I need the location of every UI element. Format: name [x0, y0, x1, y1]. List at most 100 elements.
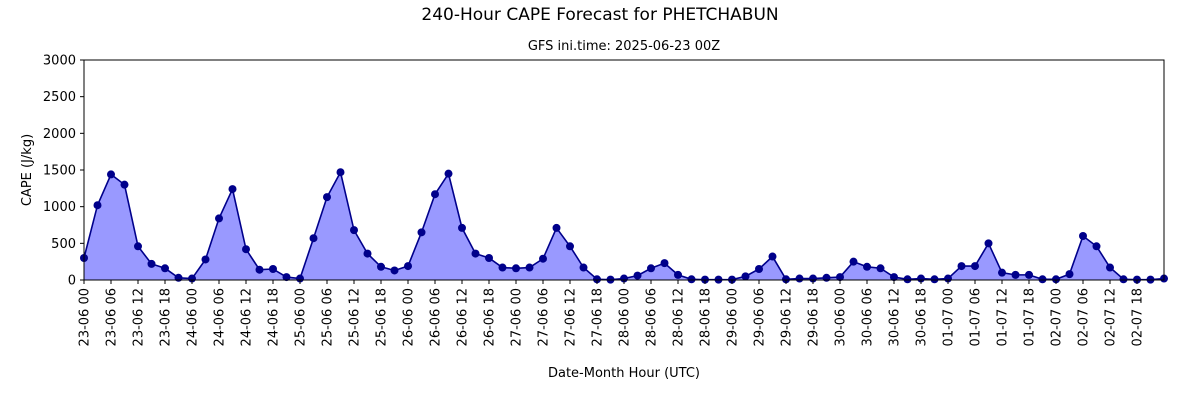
- x-tick-label: 27-06 00: [510, 288, 525, 346]
- data-point: [282, 273, 291, 282]
- data-point: [417, 228, 426, 237]
- data-point: [687, 275, 696, 284]
- x-tick-label: 29-06 12: [780, 288, 795, 346]
- x-tick-label: 26-06 12: [456, 288, 471, 346]
- y-tick-label: 500: [51, 237, 76, 252]
- data-point: [350, 226, 358, 235]
- x-tick-label: 23-06 12: [132, 288, 147, 346]
- data-point: [242, 245, 250, 254]
- data-point: [1119, 275, 1128, 284]
- data-point: [741, 272, 750, 281]
- data-point: [849, 257, 858, 266]
- chart-title: 240-Hour CAPE Forecast for PHETCHABUN: [421, 5, 779, 25]
- data-point: [161, 264, 169, 273]
- y-tick-label: 2000: [43, 127, 76, 142]
- data-point: [647, 264, 655, 273]
- x-tick-label: 26-06 18: [483, 288, 498, 346]
- data-point: [309, 234, 318, 243]
- data-point: [471, 249, 480, 258]
- x-tick-label: 30-06 06: [861, 288, 876, 346]
- data-point: [363, 249, 372, 258]
- x-tick-label: 02-07 06: [1077, 288, 1092, 346]
- data-point: [633, 271, 642, 280]
- data-point: [809, 274, 817, 283]
- data-point: [1079, 232, 1087, 240]
- x-tick-label: 30-06 12: [888, 288, 903, 346]
- x-tick-label: 24-06 12: [240, 288, 255, 346]
- x-tick-label: 25-06 12: [348, 288, 363, 346]
- data-point: [1011, 270, 1020, 279]
- x-tick-label: 01-07 18: [1023, 288, 1038, 346]
- data-point: [1025, 270, 1033, 279]
- data-point: [944, 274, 952, 283]
- x-tick-label: 29-06 06: [753, 288, 768, 346]
- data-point: [228, 185, 237, 194]
- x-tick-label: 01-07 12: [996, 288, 1011, 346]
- data-point: [525, 263, 534, 272]
- x-tick-label: 24-06 18: [267, 288, 282, 346]
- data-point: [822, 273, 831, 282]
- x-tick-label: 28-06 12: [672, 288, 687, 346]
- data-point: [431, 190, 439, 199]
- data-point: [971, 262, 979, 271]
- data-point: [903, 275, 912, 284]
- data-point: [552, 223, 561, 232]
- data-point: [336, 168, 345, 177]
- y-axis-label: CAPE (J/kg): [20, 134, 35, 206]
- x-tick-label: 23-06 06: [105, 288, 120, 346]
- x-tick-label: 24-06 00: [186, 288, 201, 346]
- y-tick-label: 1500: [43, 164, 76, 179]
- data-point: [404, 262, 412, 271]
- data-point: [768, 252, 777, 261]
- x-tick-label: 30-06 18: [915, 288, 930, 346]
- data-point: [215, 214, 223, 223]
- x-tick-label: 23-06 00: [78, 288, 93, 346]
- x-tick-label: 28-06 18: [699, 288, 714, 346]
- area-fill: [84, 172, 1164, 280]
- y-tick-label: 0: [68, 274, 76, 289]
- x-tick-label: 26-06 06: [429, 288, 444, 346]
- data-point: [782, 275, 790, 284]
- y-tick-label: 1000: [43, 200, 76, 215]
- data-point: [269, 265, 277, 273]
- data-point: [458, 223, 466, 232]
- data-point: [863, 262, 871, 271]
- data-point: [147, 259, 156, 268]
- x-tick-label: 28-06 06: [645, 288, 660, 346]
- data-point: [174, 273, 183, 282]
- data-point: [674, 270, 682, 279]
- x-tick-label: 02-07 00: [1050, 288, 1065, 346]
- x-tick-label: 25-06 00: [294, 288, 309, 346]
- x-tick-label: 25-06 18: [375, 288, 390, 346]
- data-point: [917, 274, 925, 283]
- data-point: [485, 254, 493, 262]
- data-point: [539, 254, 547, 263]
- data-point: [134, 242, 142, 251]
- x-tick-label: 27-06 12: [564, 288, 579, 346]
- x-tick-label: 02-07 12: [1104, 288, 1119, 346]
- data-point: [1092, 242, 1101, 251]
- data-point: [323, 193, 331, 202]
- chart-subtitle: GFS ini.time: 2025-06-23 00Z: [527, 39, 721, 54]
- data-point: [255, 265, 264, 274]
- data-point: [1065, 270, 1074, 279]
- data-point: [593, 275, 601, 284]
- data-point: [512, 264, 520, 273]
- x-tick-label: 29-06 18: [807, 288, 822, 346]
- y-tick-label: 2500: [43, 90, 76, 105]
- x-tick-label: 01-07 06: [969, 288, 984, 346]
- data-point: [620, 274, 628, 283]
- x-tick-label: 02-07 18: [1131, 288, 1146, 346]
- data-point: [1052, 275, 1060, 284]
- data-point: [390, 266, 399, 275]
- x-tick-label: 28-06 00: [618, 288, 633, 346]
- x-axis-label: Date-Month Hour (UTC): [548, 366, 700, 381]
- data-point: [188, 274, 196, 283]
- data-point: [201, 255, 210, 264]
- x-tick-label: 29-06 00: [726, 288, 741, 346]
- data-point: [296, 274, 304, 283]
- y-tick-label: 3000: [43, 54, 76, 69]
- data-point: [890, 273, 898, 282]
